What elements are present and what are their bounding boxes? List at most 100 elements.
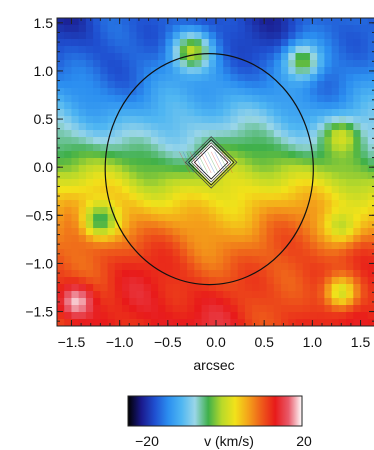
heatmap-cell <box>136 88 145 96</box>
heatmap-cell <box>179 88 188 96</box>
heatmap-cell <box>165 18 174 26</box>
heatmap-cell <box>64 284 73 292</box>
heatmap-cell <box>78 179 87 187</box>
heatmap-cell <box>237 291 246 299</box>
heatmap-cell <box>208 102 217 110</box>
heatmap-cell <box>136 137 145 145</box>
heatmap-cell <box>85 242 94 250</box>
heatmap-cell <box>353 277 362 285</box>
heatmap-cell <box>64 53 73 61</box>
heatmap-cell <box>331 263 340 271</box>
heatmap-cell <box>281 179 289 187</box>
heatmap-cell <box>244 214 253 222</box>
heatmap-cell <box>143 179 152 187</box>
heatmap-cell <box>71 25 80 33</box>
heatmap-cell <box>194 144 203 152</box>
heatmap-cell <box>295 284 304 292</box>
heatmap-cell <box>302 102 311 110</box>
heatmap-cell <box>302 312 311 320</box>
heatmap-cell <box>201 235 210 243</box>
heatmap-cell <box>165 74 174 82</box>
heatmap-cell <box>172 95 181 103</box>
heatmap-cell <box>281 172 289 180</box>
heatmap-cell <box>346 179 354 187</box>
heatmap-cell <box>107 207 116 215</box>
heatmap-cell <box>281 221 289 229</box>
heatmap-cell <box>288 214 297 222</box>
heatmap-cell <box>237 151 246 159</box>
heatmap-cell <box>346 144 354 152</box>
heatmap-cell <box>259 18 268 26</box>
heatmap-cell <box>360 179 369 187</box>
heatmap-cell <box>129 179 138 187</box>
heatmap-cell <box>295 60 304 68</box>
heatmap-cell <box>338 60 347 68</box>
heatmap-cell <box>158 158 167 166</box>
heatmap-cell <box>252 284 260 292</box>
heatmap-cell <box>64 109 73 117</box>
heatmap-cell <box>165 60 174 68</box>
heatmap-cell <box>230 193 239 201</box>
heatmap-cell <box>208 284 217 292</box>
heatmap-cell <box>136 172 145 180</box>
heatmap-cell <box>252 81 260 89</box>
heatmap-cell <box>57 151 65 159</box>
heatmap-cell <box>172 235 181 243</box>
heatmap-cell <box>317 221 326 229</box>
heatmap-cell <box>64 32 73 40</box>
heatmap-cell <box>223 137 232 145</box>
heatmap-cell <box>317 200 326 208</box>
heatmap-cell <box>172 158 181 166</box>
heatmap-cell <box>187 284 195 292</box>
heatmap-cell <box>71 32 80 40</box>
heatmap-cell <box>78 88 87 96</box>
heatmap-cell <box>71 60 80 68</box>
heatmap-cell <box>179 18 188 26</box>
heatmap-cell <box>259 284 268 292</box>
heatmap-cell <box>230 102 239 110</box>
heatmap-cell <box>281 88 289 96</box>
heatmap-cell <box>324 305 333 313</box>
heatmap-cell <box>353 39 362 47</box>
heatmap-cell <box>324 214 333 222</box>
heatmap-cell <box>208 179 217 187</box>
heatmap-cell <box>136 214 145 222</box>
heatmap-cell <box>143 109 152 117</box>
heatmap-cell <box>360 102 369 110</box>
x-axis-label: arcsec <box>193 357 234 373</box>
heatmap-cell <box>71 319 80 326</box>
heatmap-cell <box>360 235 369 243</box>
heatmap-cell <box>57 109 65 117</box>
heatmap-cell <box>208 116 217 124</box>
heatmap-cell <box>324 123 333 131</box>
heatmap-cell <box>172 32 181 40</box>
heatmap-cell <box>259 214 268 222</box>
heatmap-cell <box>259 39 268 47</box>
heatmap-cell <box>85 186 94 194</box>
heatmap-cell <box>143 200 152 208</box>
heatmap-cell <box>57 277 65 285</box>
heatmap-cell <box>85 249 94 257</box>
heatmap-cell <box>266 130 275 138</box>
heatmap-cell <box>273 291 282 299</box>
heatmap-cell <box>71 291 80 299</box>
heatmap-cell <box>64 102 73 110</box>
heatmap-cell <box>187 102 195 110</box>
heatmap-cell <box>309 116 318 124</box>
heatmap-cell <box>295 67 304 75</box>
heatmap-cell <box>295 53 304 61</box>
heatmap-cell <box>360 116 369 124</box>
heatmap-cell <box>244 263 253 271</box>
heatmap-cell <box>338 305 347 313</box>
heatmap-cell <box>201 53 210 61</box>
heatmap-cell <box>165 312 174 320</box>
heatmap-cell <box>64 25 73 33</box>
heatmap-cell <box>216 186 224 194</box>
heatmap-cell <box>252 60 260 68</box>
heatmap-cell <box>57 298 65 306</box>
heatmap-cell <box>57 263 65 271</box>
heatmap-cell <box>216 32 224 40</box>
heatmap-cell <box>302 242 311 250</box>
heatmap-cell <box>158 25 167 33</box>
heatmap-cell <box>57 137 65 145</box>
